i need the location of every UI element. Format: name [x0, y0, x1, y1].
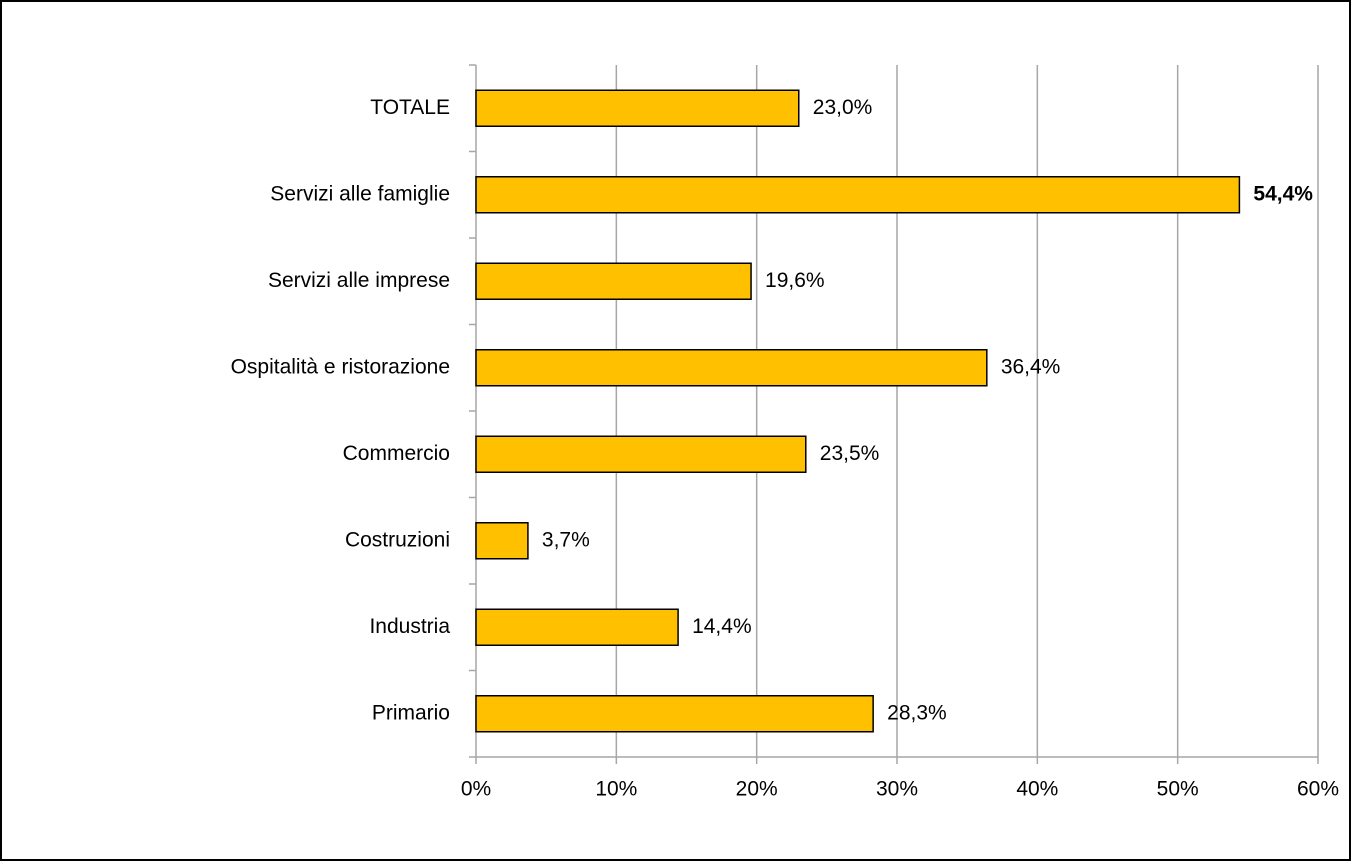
bar	[475, 695, 874, 733]
x-tick-label: 30%	[876, 778, 918, 801]
value-label: 23,5%	[820, 442, 880, 465]
value-label: 23,0%	[813, 96, 873, 119]
y-tick-label: Servizi alle famiglie	[270, 182, 450, 205]
bar	[475, 176, 1241, 214]
x-tick-label: 10%	[595, 778, 637, 801]
value-label: 14,4%	[692, 615, 752, 638]
bar	[475, 262, 752, 300]
value-label: 19,6%	[765, 269, 825, 292]
bar	[475, 89, 800, 127]
y-tick-label: Ospitalità e ristorazione	[231, 355, 450, 378]
x-tick-label: 0%	[461, 778, 491, 801]
y-tick-label: Servizi alle imprese	[268, 269, 450, 292]
y-tick-label: TOTALE	[370, 96, 450, 119]
bar	[475, 349, 988, 387]
y-tick-label: Commercio	[343, 442, 450, 465]
y-tick-label: Primario	[372, 701, 450, 724]
bar	[475, 522, 529, 560]
value-label: 36,4%	[1001, 355, 1061, 378]
y-tick-label: Costruzioni	[345, 528, 450, 551]
bar	[475, 435, 807, 473]
x-tick-label: 60%	[1297, 778, 1339, 801]
value-label: 3,7%	[542, 528, 590, 551]
value-label: 54,4%	[1253, 182, 1313, 205]
value-label: 28,3%	[887, 701, 947, 724]
y-tick-label: Industria	[369, 615, 450, 638]
bar	[475, 608, 679, 646]
x-tick-label: 50%	[1157, 778, 1199, 801]
x-tick-label: 40%	[1016, 778, 1058, 801]
x-tick-label: 20%	[736, 778, 778, 801]
